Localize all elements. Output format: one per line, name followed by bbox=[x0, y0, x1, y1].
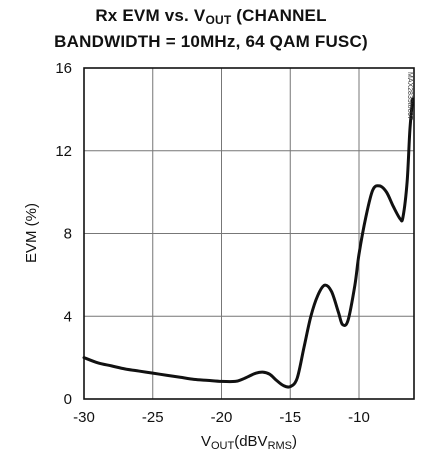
y-tick-label: 4 bbox=[64, 308, 72, 325]
x-axis-label: VOUT(dBVRMS) bbox=[201, 433, 297, 452]
x-tick-label: -30 bbox=[73, 409, 95, 426]
grid-lines bbox=[83, 67, 414, 400]
x-tick-label: -15 bbox=[279, 409, 301, 426]
y-tick-label: 0 bbox=[64, 391, 72, 408]
x-tick-label: -10 bbox=[348, 409, 370, 426]
figure-code: MAX2839toc07 bbox=[406, 72, 413, 120]
plot-frame bbox=[83, 67, 415, 400]
chart-title-line2: BANDWIDTH = 10MHz, 64 QAM FUSC) bbox=[54, 32, 368, 51]
x-tick-label: -25 bbox=[142, 409, 164, 426]
series-evm-line bbox=[82, 97, 415, 389]
tick-labels: -30 -25 -20 -15 -10 0 4 8 12 16 bbox=[55, 60, 370, 426]
y-tick-label: 8 bbox=[64, 226, 72, 243]
y-tick-label: 16 bbox=[55, 60, 72, 77]
y-axis-label: EVM (%) bbox=[23, 203, 40, 263]
chart-title-line1: Rx EVM vs. VOUT (CHANNEL bbox=[95, 6, 327, 27]
y-tick-label: 12 bbox=[55, 143, 72, 160]
x-tick-label: -20 bbox=[211, 409, 233, 426]
